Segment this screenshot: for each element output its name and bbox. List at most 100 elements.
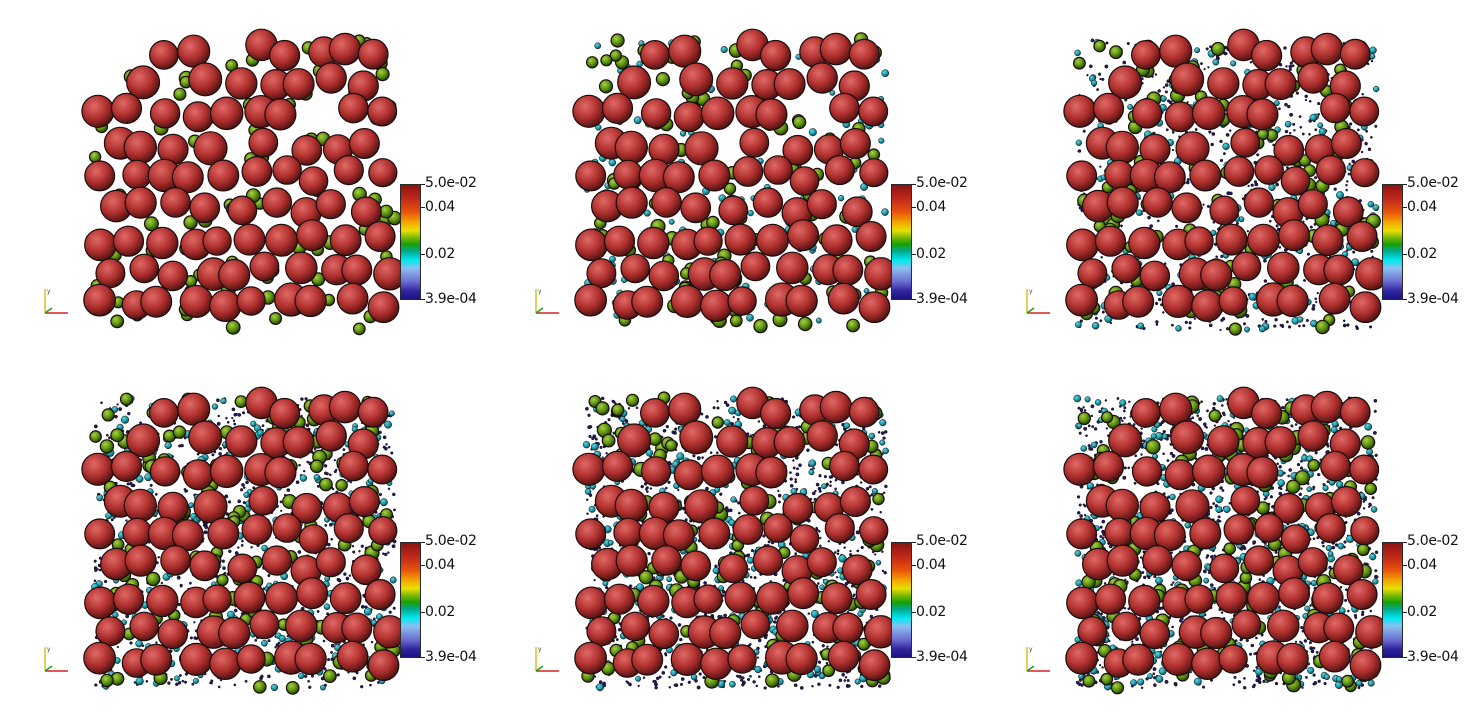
fine-particle: [129, 481, 133, 486]
fine-particle: [1246, 230, 1249, 233]
large-particle: [1161, 284, 1195, 318]
fine-particle: [705, 486, 709, 491]
fine-particle: [882, 436, 886, 440]
fine-particle: [352, 550, 356, 554]
large-particle: [1273, 134, 1305, 166]
large-particle: [787, 219, 820, 252]
fine-particle: [826, 645, 829, 648]
fine-particle: [369, 683, 372, 687]
fine-particle: [1289, 61, 1293, 65]
fine-particle: [815, 526, 818, 530]
fine-particle: [1149, 224, 1154, 228]
large-particle: [333, 155, 364, 186]
large-particle: [1346, 221, 1378, 253]
fine-particle: [719, 492, 723, 496]
large-particle: [614, 130, 649, 165]
fine-particle: [655, 676, 660, 681]
fine-particle: [881, 550, 884, 553]
colorbar-min-label: 3.9e-04: [425, 291, 477, 307]
fine-particle: [1101, 310, 1105, 314]
large-particle: [1066, 160, 1098, 192]
large-particle: [1318, 282, 1351, 315]
large-particle: [296, 577, 329, 610]
fine-particle: [1086, 74, 1089, 77]
fine-particle: [828, 475, 833, 479]
large-particle: [227, 553, 258, 584]
fine-particle: [116, 645, 120, 649]
fine-particle: [757, 638, 762, 643]
fine-particle: [240, 543, 244, 547]
large-particle: [265, 223, 299, 257]
fine-particle: [845, 684, 850, 688]
medium-particle: [100, 673, 114, 688]
fine-particle: [306, 460, 310, 464]
large-particle: [806, 62, 838, 94]
colorbar-max-label: 5.0e-02: [916, 175, 968, 191]
small-particle: [582, 441, 591, 449]
fine-particle: [868, 485, 872, 489]
small-particle: [261, 639, 268, 647]
fine-particle: [599, 445, 603, 449]
fine-particle: [231, 407, 236, 412]
large-particle: [572, 94, 606, 128]
small-particle: [135, 639, 143, 648]
large-particle: [140, 643, 173, 676]
large-particle: [1223, 156, 1255, 187]
colorbar-gradient: [400, 184, 421, 300]
large-particle: [315, 189, 346, 220]
fine-particle: [218, 452, 222, 456]
fine-particle: [841, 672, 846, 677]
fine-particle: [127, 411, 131, 416]
fine-particle: [327, 658, 331, 662]
fine-particle: [1222, 152, 1226, 156]
large-particle: [574, 283, 607, 317]
medium-particle: [252, 680, 267, 694]
large-particle: [1063, 94, 1097, 128]
fine-particle: [333, 459, 336, 462]
fine-particle: [1188, 321, 1192, 325]
fine-particle: [1301, 132, 1305, 136]
small-particle: [270, 683, 279, 692]
medium-particle: [269, 312, 283, 326]
fine-particle: [1360, 150, 1364, 154]
large-particle: [648, 260, 680, 292]
fine-particle: [1155, 320, 1159, 324]
fine-particle: [1345, 183, 1348, 187]
fine-particle: [1219, 328, 1222, 332]
large-particle: [338, 450, 369, 482]
large-particle: [123, 488, 158, 523]
fine-particle: [241, 483, 245, 487]
large-particle: [269, 39, 301, 72]
small-particle: [730, 496, 737, 503]
large-particle: [95, 258, 126, 289]
large-particle: [179, 284, 213, 318]
fine-particle: [303, 674, 308, 678]
large-particle: [1189, 159, 1222, 192]
fine-particle: [387, 551, 390, 554]
large-particle: [603, 225, 636, 257]
fine-particle: [811, 491, 816, 496]
fine-particle: [1364, 141, 1368, 146]
fine-particle: [125, 519, 128, 522]
fine-particle: [1291, 64, 1295, 68]
fine-particle: [817, 682, 821, 686]
colorbar-gradient: [891, 184, 912, 300]
large-particle: [177, 34, 211, 68]
fine-particle: [1374, 124, 1378, 128]
small-particle: [1268, 183, 1276, 191]
small-particle: [633, 116, 642, 125]
large-particle: [1332, 196, 1364, 228]
fine-particle: [1120, 224, 1123, 228]
fine-particle: [715, 451, 719, 455]
fine-particle: [796, 467, 799, 471]
large-particle: [129, 253, 159, 284]
large-particle: [1122, 285, 1155, 318]
large-particle: [1159, 34, 1193, 68]
fine-particle: [322, 639, 326, 643]
fine-particle: [823, 475, 827, 479]
fine-particle: [1299, 125, 1303, 129]
medium-particle: [110, 314, 125, 329]
colorbar-min-label: 3.9e-04: [916, 291, 968, 307]
fine-particle: [1154, 73, 1158, 76]
small-particle: [1194, 47, 1201, 54]
